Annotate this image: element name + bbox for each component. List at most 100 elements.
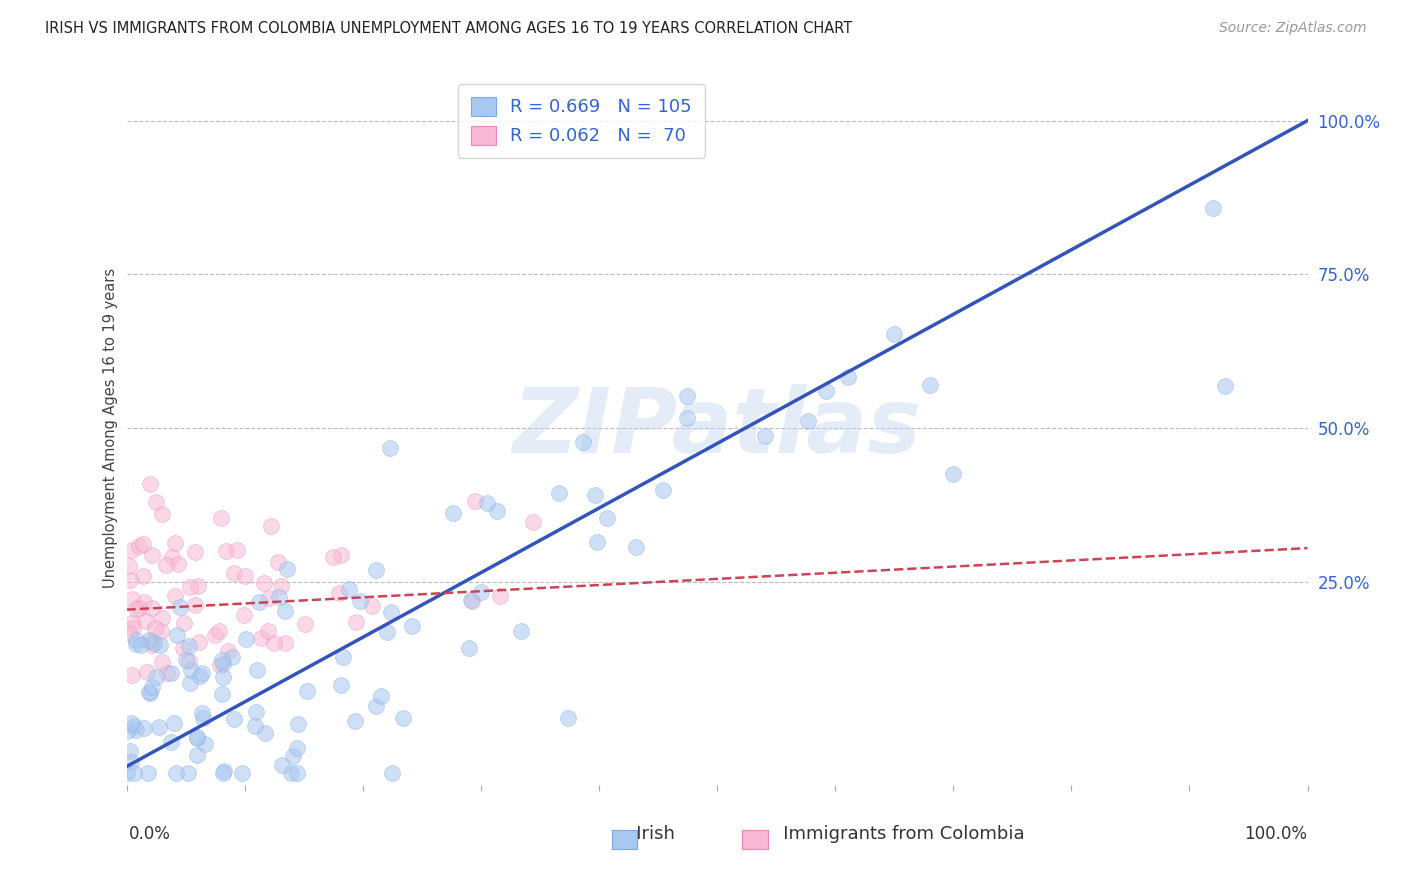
Point <box>125 723 148 737</box>
Point <box>166 628 188 642</box>
Point <box>121 621 143 635</box>
Point <box>510 624 533 638</box>
Point <box>163 589 186 603</box>
Point <box>460 592 482 607</box>
Point <box>128 600 150 615</box>
Point <box>179 640 201 654</box>
Point <box>136 765 159 780</box>
Point <box>118 573 141 587</box>
Point <box>124 765 146 780</box>
Point <box>132 722 155 736</box>
Point <box>121 616 143 631</box>
Point <box>118 744 141 758</box>
Point <box>280 765 302 780</box>
Text: Irish: Irish <box>619 825 675 843</box>
Point <box>557 711 579 725</box>
Point <box>441 506 464 520</box>
Point <box>380 605 402 619</box>
Point <box>245 705 267 719</box>
Point <box>366 563 388 577</box>
Point <box>150 655 173 669</box>
Point <box>212 670 235 684</box>
Point <box>548 486 571 500</box>
Point <box>115 723 138 738</box>
Point <box>155 558 177 572</box>
Point <box>263 635 285 649</box>
Point <box>191 711 214 725</box>
Point <box>281 748 304 763</box>
Point <box>191 706 214 721</box>
Point <box>141 638 163 652</box>
Point <box>366 698 388 713</box>
Point <box>918 378 941 392</box>
Point <box>173 616 195 631</box>
Point <box>209 511 232 525</box>
Point <box>217 644 239 658</box>
Point <box>464 494 486 508</box>
Point <box>180 663 202 677</box>
Point <box>328 586 350 600</box>
Point <box>233 569 256 583</box>
Point <box>271 757 294 772</box>
Point <box>121 592 143 607</box>
Point <box>143 636 166 650</box>
Text: 0.0%: 0.0% <box>129 825 172 843</box>
Point <box>231 765 253 780</box>
Point <box>624 540 647 554</box>
Point <box>212 657 235 672</box>
Point <box>132 595 155 609</box>
Point <box>160 550 183 565</box>
Point <box>274 604 297 618</box>
Point <box>118 626 141 640</box>
Point <box>253 575 276 590</box>
Point <box>285 741 308 756</box>
Point <box>145 495 167 509</box>
Point <box>125 637 148 651</box>
Point <box>188 669 211 683</box>
Point <box>186 747 208 762</box>
Point <box>226 543 249 558</box>
Point <box>285 765 308 780</box>
Point <box>488 589 510 603</box>
Point <box>132 569 155 583</box>
Text: 100.0%: 100.0% <box>1244 825 1308 843</box>
Point <box>330 548 353 562</box>
Point <box>194 737 217 751</box>
Legend: R = 0.669   N = 105, R = 0.062   N =  70: R = 0.669 N = 105, R = 0.062 N = 70 <box>458 84 704 158</box>
Point <box>522 515 544 529</box>
Point <box>222 566 245 580</box>
Point <box>583 488 606 502</box>
Point <box>125 602 148 616</box>
Point <box>344 714 367 728</box>
Point <box>330 678 353 692</box>
Point <box>486 504 509 518</box>
Point <box>149 638 172 652</box>
Point <box>360 599 382 614</box>
Point <box>652 483 675 497</box>
Point <box>257 591 280 606</box>
Point <box>129 638 152 652</box>
Point <box>125 632 148 647</box>
Point <box>132 536 155 550</box>
Point <box>191 665 214 680</box>
Point <box>160 735 183 749</box>
Point <box>797 414 820 428</box>
Point <box>276 562 298 576</box>
Point <box>942 467 965 481</box>
Point <box>270 579 292 593</box>
Point <box>139 634 162 648</box>
Point <box>135 614 157 628</box>
Y-axis label: Unemployment Among Ages 16 to 19 years: Unemployment Among Ages 16 to 19 years <box>103 268 118 588</box>
Point <box>249 595 271 609</box>
Point <box>475 496 498 510</box>
Point <box>596 510 619 524</box>
Point <box>139 476 162 491</box>
Point <box>156 665 179 680</box>
Point <box>150 624 173 638</box>
Point <box>172 641 194 656</box>
Point <box>186 731 208 745</box>
Point <box>122 719 145 733</box>
Point <box>165 765 187 780</box>
Point <box>145 670 167 684</box>
Point <box>814 384 837 398</box>
